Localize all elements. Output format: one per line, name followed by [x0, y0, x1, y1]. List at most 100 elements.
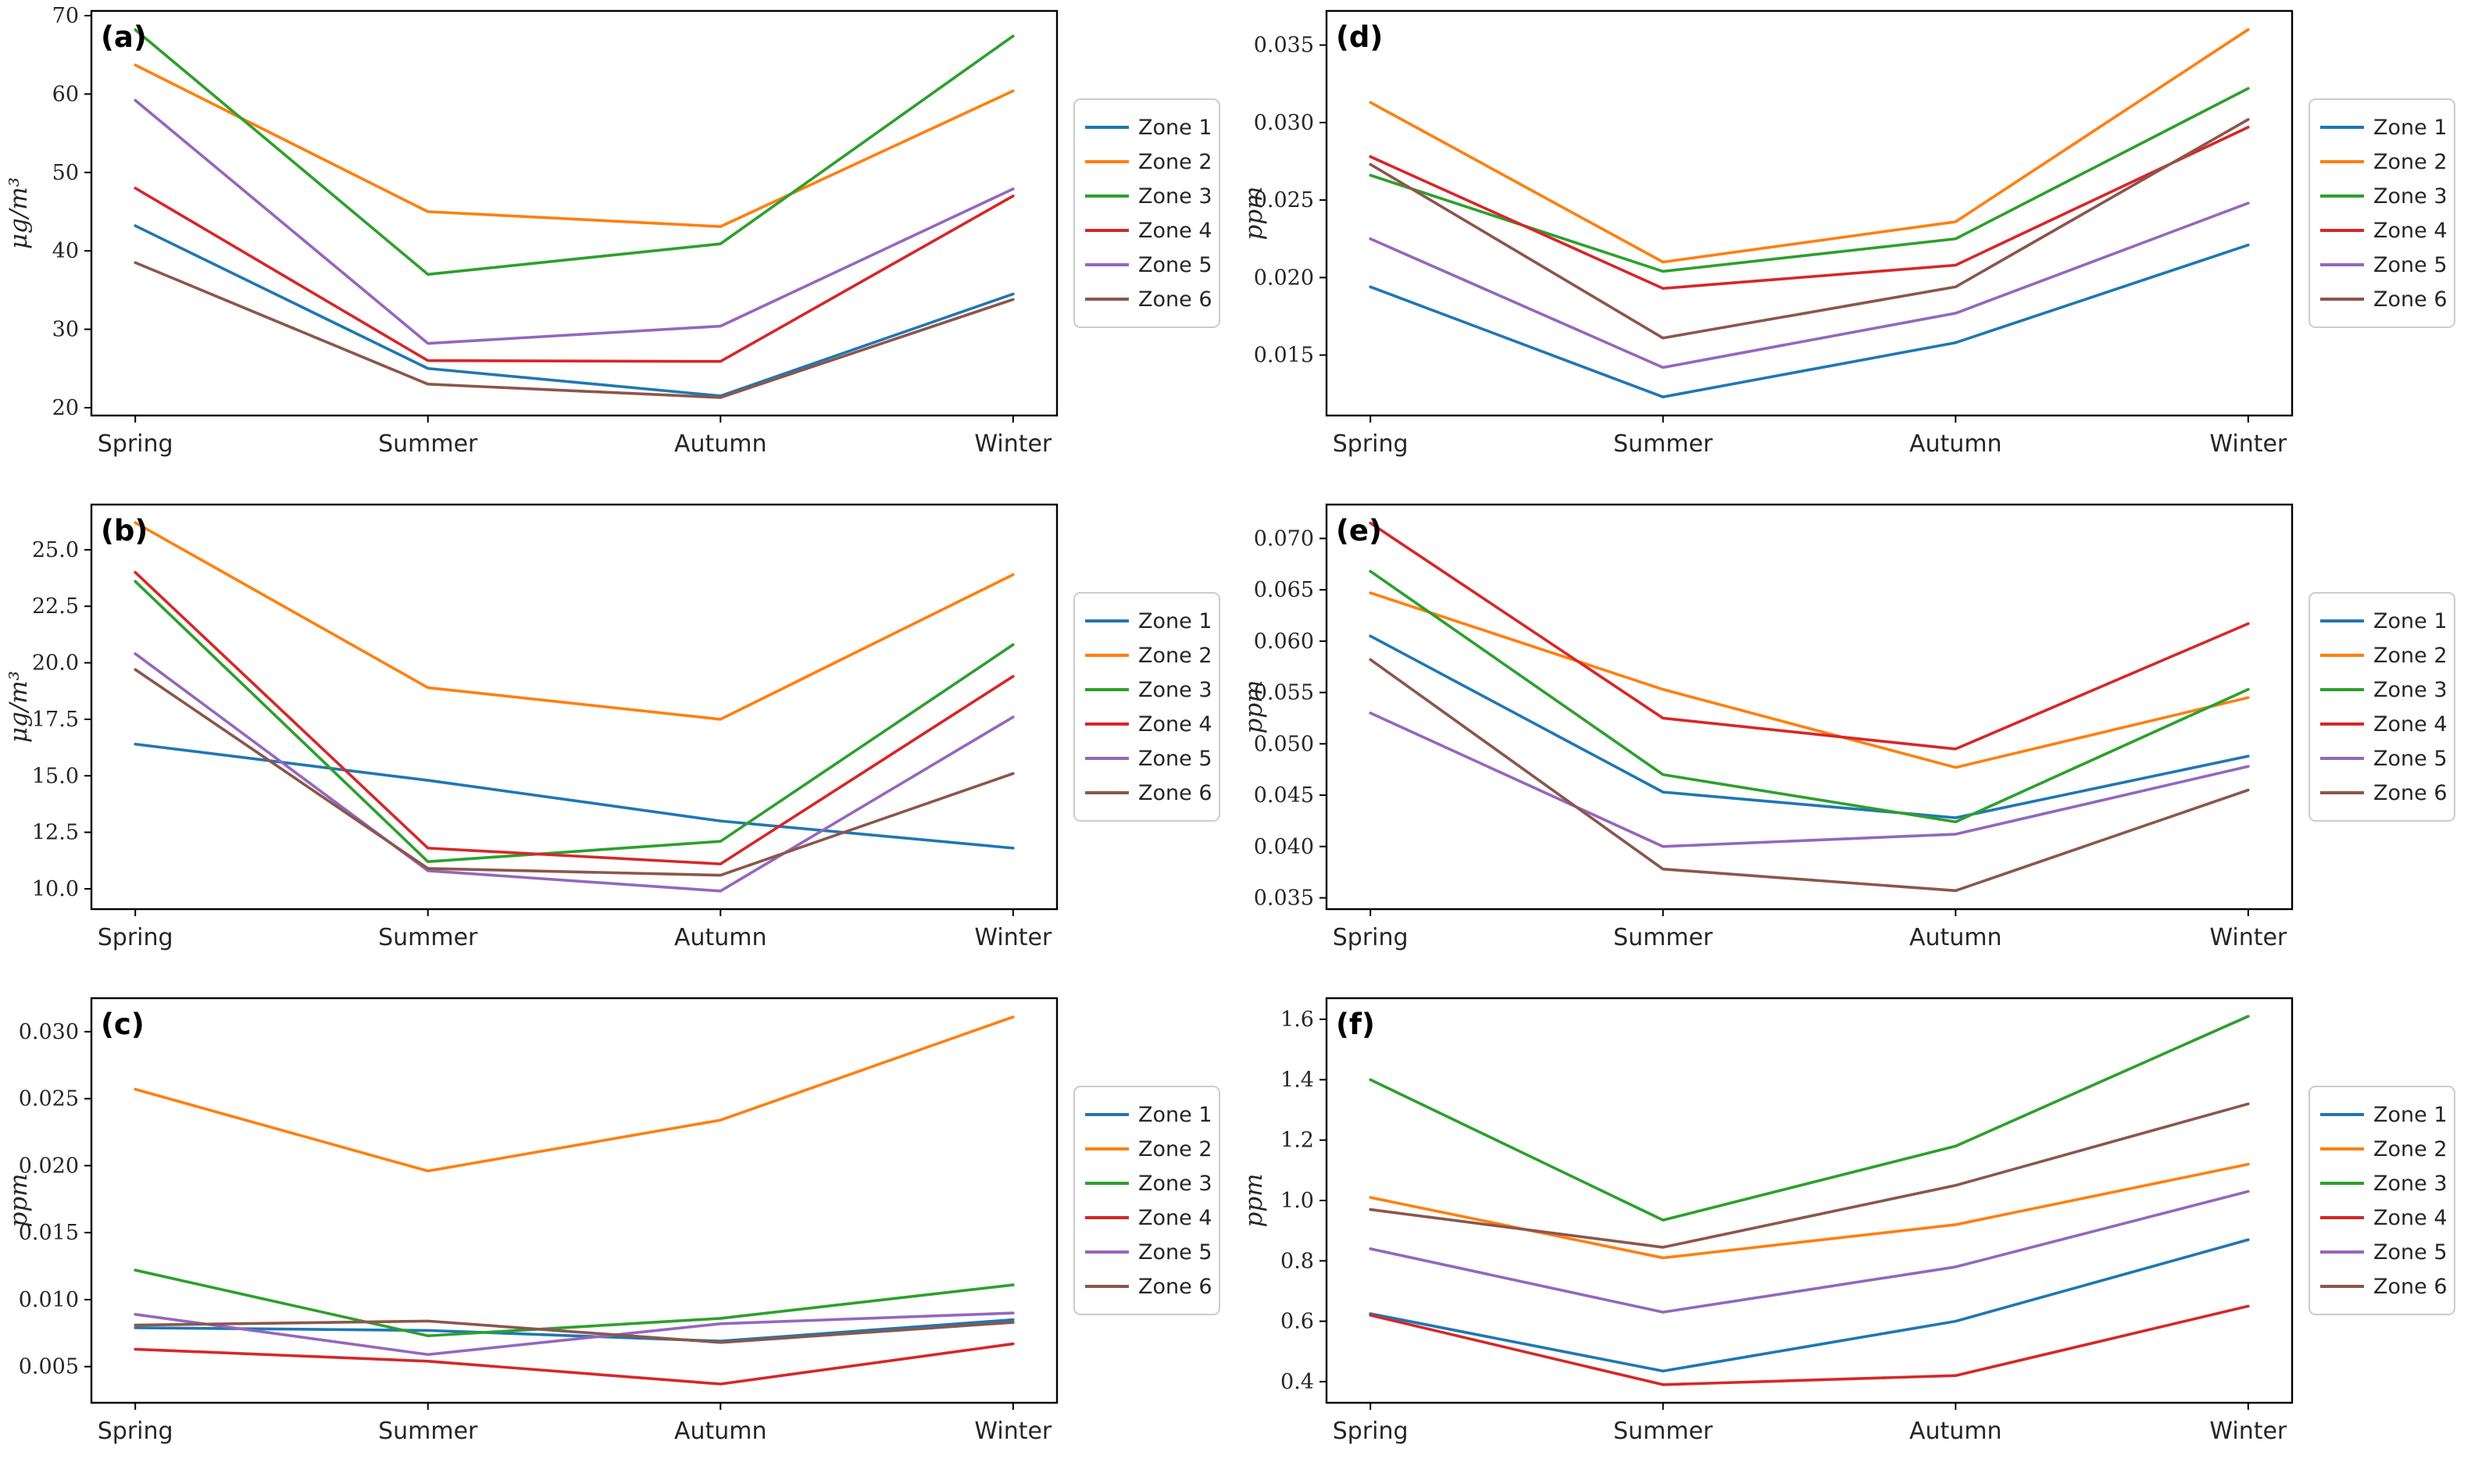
panel-letter: (f) [1336, 1008, 1375, 1041]
x-tick-label: Spring [98, 924, 173, 951]
series-line-zone-1 [134, 224, 1015, 398]
y-axis-label: μg/m³ [5, 177, 33, 249]
x-tick-label: Winter [974, 430, 1052, 458]
y-tick-label: 15.0 [32, 764, 79, 788]
x-tick-label: Summer [378, 924, 478, 951]
legend-label: Zone 4 [1138, 219, 1212, 243]
y-tick-label: 22.5 [32, 594, 79, 619]
legend-label: Zone 6 [2373, 781, 2448, 805]
series-line-zone-1 [1369, 243, 2250, 398]
x-tick-label: Autumn [674, 430, 767, 458]
series-line-zone-3 [134, 580, 1015, 864]
y-axis-label: ppm [1240, 186, 1268, 240]
y-tick-label: 20.0 [32, 651, 79, 676]
x-tick-label: Winter [974, 1418, 1052, 1445]
y-tick-label: 0.8 [1280, 1249, 1314, 1273]
panel-svg-b: 10.0 12.5 15.0 17.5 20.0 22.5 25.0 Spring Summer… [5, 503, 1220, 951]
panel-svg-e: 0.035 0.040 0.045 0.050 0.055 0.060 0.065 0.070… [1240, 503, 2455, 951]
legend-label: Zone 3 [2373, 184, 2448, 209]
series-line-zone-5 [1369, 1190, 2250, 1314]
series-line-zone-5 [134, 98, 1015, 345]
y-tick-label: 0.030 [1254, 111, 1314, 135]
legend-label: Zone 5 [2373, 253, 2448, 277]
y-axis-label: ppm [1240, 1173, 1268, 1227]
legend-label: Zone 2 [2373, 1137, 2448, 1161]
y-tick-label: 12.5 [32, 821, 79, 845]
series-line-zone-3 [134, 1268, 1015, 1338]
x-tick-label: Winter [2209, 430, 2287, 458]
legend-label: Zone 1 [2373, 609, 2448, 633]
y-tick-label: 0.070 [1254, 526, 1314, 551]
y-tick-label: 25.0 [32, 538, 79, 562]
x-tick-label: Autumn [674, 924, 767, 951]
x-tick-label: Autumn [1909, 924, 2002, 951]
y-tick-label: 0.055 [1254, 681, 1314, 705]
y-tick-label: 70 [52, 4, 79, 28]
panel-letter: (b) [101, 514, 148, 548]
legend-label: Zone 3 [1138, 1172, 1212, 1196]
axes-box [90, 997, 1059, 1404]
y-tick-label: 20 [52, 396, 79, 420]
legend-label: Zone 1 [1138, 1103, 1212, 1127]
series-line-zone-1 [1369, 1238, 2250, 1373]
series-line-zone-5 [1369, 712, 2250, 848]
series-line-zone-4 [134, 571, 1015, 865]
legend-label: Zone 5 [2373, 1240, 2448, 1265]
y-tick-label: 0.065 [1254, 578, 1314, 602]
legend-box [1073, 98, 1220, 328]
panel-svg-d: 0.015 0.020 0.025 0.030 0.035 Spring Summer Aut… [1240, 9, 2455, 458]
y-tick-label: 0.020 [1254, 266, 1314, 290]
series-line-zone-1 [134, 1318, 1015, 1343]
legend-label: Zone 2 [2373, 150, 2448, 174]
y-tick-label: 0.050 [1254, 732, 1314, 756]
y-tick-label: 1.4 [1280, 1068, 1314, 1092]
legend-box [1073, 1086, 1220, 1315]
panel-letter: (c) [101, 1008, 145, 1041]
y-tick-label: 1.6 [1280, 1008, 1314, 1032]
legend-label: Zone 2 [1138, 1137, 1212, 1161]
x-tick-label: Summer [1613, 1418, 1713, 1445]
legend-label: Zone 1 [2373, 1103, 2448, 1127]
panel-f: 0.4 0.6 0.8 1.0 1.2 1.4 1.6 Spring Summer Autumn W… [1235, 987, 2470, 1481]
x-tick-label: Winter [2209, 1418, 2287, 1445]
axes-box [90, 503, 1059, 911]
series-line-zone-6 [134, 1319, 1015, 1344]
series-line-zone-6 [1369, 1102, 2250, 1249]
axes-box [1325, 9, 2294, 417]
x-tick-label: Autumn [1909, 430, 2002, 458]
series-line-zone-4 [1369, 521, 2250, 751]
y-tick-label: 0.035 [1254, 34, 1314, 58]
y-axis-label: ppm [5, 1173, 33, 1227]
panel-b: 10.0 12.5 15.0 17.5 20.0 22.5 25.0 Spring Summer… [0, 494, 1235, 987]
y-tick-label: 0.020 [19, 1154, 79, 1178]
y-tick-label: 0.015 [1254, 344, 1314, 368]
series-line-zone-2 [1369, 591, 2250, 769]
series-line-zone-2 [134, 521, 1015, 721]
y-tick-label: 0.030 [19, 1020, 79, 1044]
x-tick-label: Summer [1613, 924, 1713, 951]
panel-svg-a: 20 30 40 50 60 70 Spring Summer Autumn Winter μg/m… [5, 4, 1220, 458]
y-tick-label: 0.4 [1280, 1370, 1314, 1394]
series-line-zone-3 [1369, 1015, 2250, 1222]
series-line-zone-4 [1369, 1304, 2250, 1386]
legend-box [1073, 592, 1220, 822]
legend-box [2309, 98, 2455, 328]
legend-label: Zone 1 [1138, 116, 1212, 140]
panel-svg-c: 0.005 0.010 0.015 0.020 0.025 0.030 Spring Summ… [5, 997, 1220, 1445]
x-tick-label: Spring [1333, 924, 1409, 951]
x-tick-label: Summer [378, 1418, 478, 1445]
series-line-zone-3 [134, 28, 1015, 276]
series-line-zone-5 [134, 1311, 1015, 1357]
legend-label: Zone 3 [1138, 184, 1212, 209]
legend-label: Zone 2 [1138, 150, 1212, 174]
x-tick-label: Autumn [674, 1418, 767, 1445]
y-tick-label: 0.015 [19, 1221, 79, 1245]
legend-label: Zone 2 [1138, 644, 1212, 668]
y-tick-label: 1.2 [1280, 1129, 1314, 1153]
panel-e: 0.035 0.040 0.045 0.050 0.055 0.060 0.065 0.070… [1235, 494, 2470, 987]
x-tick-label: Spring [98, 1418, 173, 1445]
legend-label: Zone 3 [2373, 678, 2448, 702]
legend-label: Zone 4 [2373, 712, 2448, 737]
panel-svg-f: 0.4 0.6 0.8 1.0 1.2 1.4 1.6 Spring Summer Autumn W… [1240, 997, 2455, 1445]
series-line-zone-6 [1369, 658, 2250, 893]
